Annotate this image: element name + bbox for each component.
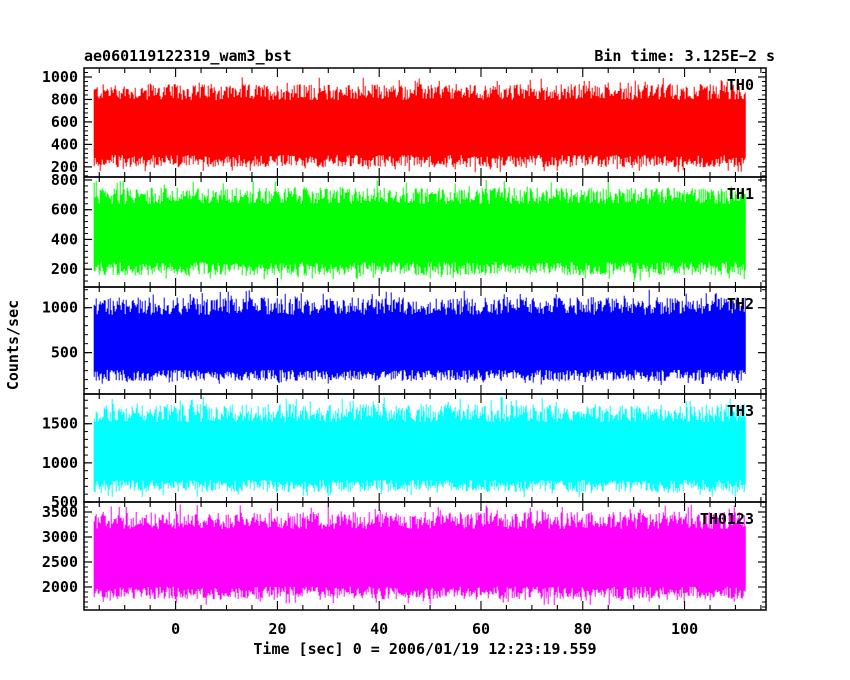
panel-label-th1: TH1: [727, 185, 754, 203]
y-tick-label: 600: [51, 201, 78, 219]
y-tick-label: 200: [51, 260, 78, 278]
panel-th0: 200 400 600 800 1000 TH0: [42, 67, 767, 178]
y-tick-label: 400: [51, 230, 78, 248]
series-line-th0: [93, 77, 746, 173]
series-line-th2: [93, 289, 746, 385]
series-line-th3: [93, 396, 746, 498]
x-tick-label: 80: [574, 620, 592, 638]
panel-th3: 500 1000 1500 TH3: [42, 393, 767, 511]
y-tick-label: 500: [51, 344, 78, 362]
panel-label-th2: TH2: [727, 295, 754, 313]
series-line-th0123: [93, 504, 746, 605]
x-tick-label: 100: [671, 620, 698, 638]
y-tick-label: 1000: [42, 454, 78, 472]
x-tick-label: 60: [472, 620, 490, 638]
y-tick-label: 1000: [42, 299, 78, 317]
y-tick-label: 800: [51, 171, 78, 189]
y-axis-label: Counts/sec: [4, 300, 22, 390]
y-tick-label: 500: [51, 493, 78, 511]
y-tick-label: 3500: [42, 503, 78, 521]
y-tick-label: 2500: [42, 553, 78, 571]
panels-group: 200 400 600 800 1000 TH0 200 400 600 800 TH1 500 100…: [42, 67, 767, 611]
x-axis-label: Time [sec] 0 = 2006/01/19 12:23:19.559: [253, 640, 596, 658]
y-tick-label: 1500: [42, 415, 78, 433]
panel-th0123: 2000 2500 3000 3500 TH0123: [42, 501, 767, 611]
panel-th2: 500 1000 TH2: [42, 286, 767, 395]
y-tick-label: 2000: [42, 578, 78, 596]
y-tick-label: 1000: [42, 68, 78, 86]
x-axis: 0 20 40 60 80 100: [171, 620, 698, 638]
panel-label-th3: TH3: [727, 402, 754, 420]
y-tick-label: 400: [51, 135, 78, 153]
panel-th1: 200 400 600 800 TH1: [51, 171, 767, 288]
y-tick-label: 600: [51, 113, 78, 131]
panel-frame: [83, 501, 767, 611]
panel-label-th0: TH0: [727, 76, 754, 94]
y-tick-label: 3000: [42, 528, 78, 546]
x-tick-label: 20: [268, 620, 286, 638]
chart-title-left: ae060119122319_wam3_bst: [84, 47, 292, 65]
x-tick-label: 40: [370, 620, 388, 638]
panel-label-th0123: TH0123: [700, 510, 754, 528]
y-tick-label: 800: [51, 90, 78, 108]
series-line-th1: [93, 180, 746, 281]
y-tick-label: 200: [51, 158, 78, 176]
chart-title-bin-time: Bin time: 3.125E−2 s: [594, 47, 775, 65]
x-tick-label: 0: [171, 620, 180, 638]
